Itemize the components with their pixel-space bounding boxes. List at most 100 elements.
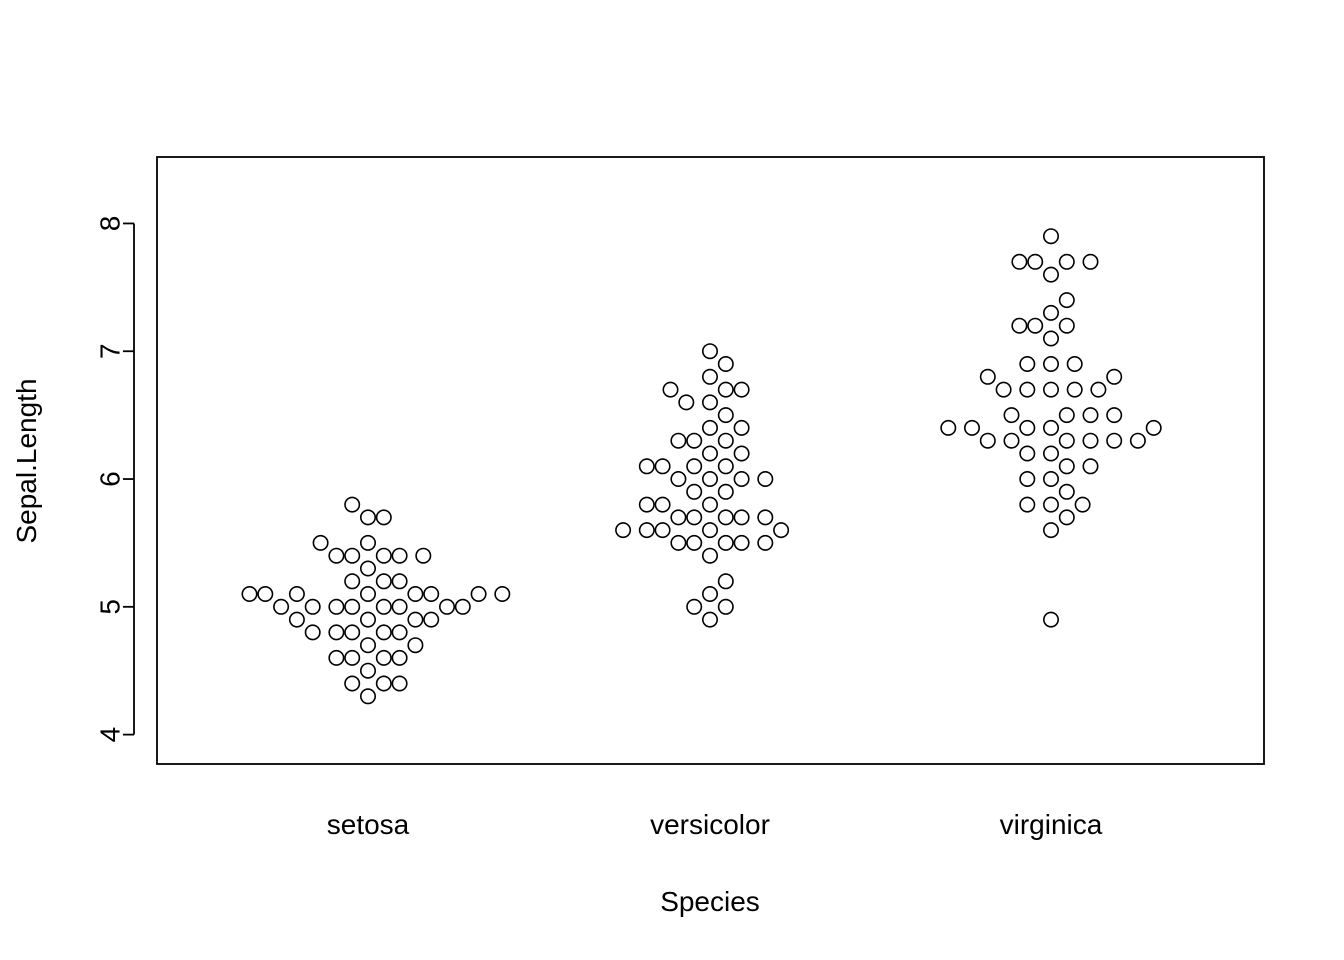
data-point-virginica — [1003, 432, 1020, 449]
data-point-virginica — [979, 368, 996, 385]
data-point-setosa — [359, 662, 376, 679]
data-point-virginica — [1043, 266, 1060, 283]
data-point-setosa — [375, 624, 392, 641]
data-point-virginica — [1043, 355, 1060, 372]
data-point-setosa — [273, 598, 290, 615]
data-point-setosa — [241, 585, 258, 602]
data-point-virginica — [995, 381, 1012, 398]
data-point-setosa — [359, 534, 376, 551]
data-point-virginica — [1043, 304, 1060, 321]
data-point-versicolor — [757, 470, 774, 487]
data-point-virginica — [1129, 432, 1146, 449]
data-point-versicolor — [670, 534, 687, 551]
data-point-virginica — [1043, 470, 1060, 487]
data-point-setosa — [454, 598, 471, 615]
data-point-versicolor — [733, 419, 750, 436]
data-point-setosa — [375, 649, 392, 666]
x-tick-label-setosa: setosa — [327, 809, 410, 840]
data-point-setosa — [344, 573, 361, 590]
data-point-setosa — [423, 585, 440, 602]
data-point-virginica — [1043, 611, 1060, 628]
data-point-virginica — [1043, 419, 1060, 436]
data-point-virginica — [1003, 407, 1020, 424]
data-point-setosa — [304, 598, 321, 615]
data-point-versicolor — [701, 445, 718, 462]
data-point-versicolor — [638, 522, 655, 539]
data-point-versicolor — [701, 585, 718, 602]
data-point-versicolor — [717, 381, 734, 398]
data-point-versicolor — [670, 470, 687, 487]
data-point-versicolor — [670, 432, 687, 449]
data-point-versicolor — [701, 419, 718, 436]
data-point-setosa — [328, 649, 345, 666]
data-point-virginica — [1043, 228, 1060, 245]
data-point-virginica — [1058, 458, 1075, 475]
data-points — [241, 228, 1162, 705]
data-point-virginica — [1019, 381, 1036, 398]
data-point-virginica — [1106, 432, 1123, 449]
data-point-versicolor — [701, 547, 718, 564]
data-point-versicolor — [717, 355, 734, 372]
y-axis: 4 5 6 7 8 — [95, 216, 135, 743]
y-tick-label: 6 — [95, 471, 126, 487]
data-point-versicolor — [717, 407, 734, 424]
y-axis-label: Sepal.Length — [11, 378, 42, 543]
data-point-setosa — [359, 509, 376, 526]
data-point-versicolor — [701, 470, 718, 487]
data-point-virginica — [1011, 253, 1028, 270]
data-point-virginica — [979, 432, 996, 449]
data-point-virginica — [1011, 317, 1028, 334]
data-point-versicolor — [686, 598, 703, 615]
data-point-setosa — [312, 534, 329, 551]
data-point-setosa — [328, 598, 345, 615]
data-point-versicolor — [638, 496, 655, 513]
data-point-virginica — [1043, 381, 1060, 398]
data-point-virginica — [1043, 330, 1060, 347]
data-point-setosa — [375, 547, 392, 564]
data-point-versicolor — [686, 458, 703, 475]
data-point-virginica — [963, 419, 980, 436]
data-point-versicolor — [733, 470, 750, 487]
data-point-virginica — [1019, 355, 1036, 372]
data-point-setosa — [304, 624, 321, 641]
data-point-versicolor — [670, 509, 687, 526]
data-point-versicolor — [638, 458, 655, 475]
data-point-virginica — [1082, 458, 1099, 475]
data-point-versicolor — [686, 534, 703, 551]
data-point-setosa — [344, 547, 361, 564]
data-point-setosa — [407, 611, 424, 628]
data-point-virginica — [1043, 522, 1060, 539]
data-point-virginica — [1066, 381, 1083, 398]
data-point-virginica — [1145, 419, 1162, 436]
data-point-versicolor — [701, 522, 718, 539]
data-point-setosa — [328, 547, 345, 564]
data-point-setosa — [344, 649, 361, 666]
data-point-setosa — [391, 675, 408, 692]
data-point-versicolor — [717, 573, 734, 590]
data-point-versicolor — [701, 343, 718, 360]
data-point-virginica — [1019, 445, 1036, 462]
data-point-virginica — [1082, 407, 1099, 424]
data-point-versicolor — [757, 509, 774, 526]
data-point-setosa — [257, 585, 274, 602]
y-tick-label: 7 — [95, 343, 126, 359]
data-point-versicolor — [686, 483, 703, 500]
data-point-versicolor — [757, 534, 774, 551]
data-point-versicolor — [717, 483, 734, 500]
data-point-virginica — [1058, 317, 1075, 334]
data-point-setosa — [438, 598, 455, 615]
data-point-setosa — [494, 585, 511, 602]
y-tick-label: 4 — [95, 727, 126, 743]
data-point-versicolor — [654, 522, 671, 539]
data-point-virginica — [1106, 368, 1123, 385]
data-point-virginica — [1043, 445, 1060, 462]
data-point-setosa — [407, 637, 424, 654]
data-point-versicolor — [717, 458, 734, 475]
data-point-versicolor — [615, 522, 632, 539]
data-point-virginica — [1058, 432, 1075, 449]
data-point-setosa — [344, 624, 361, 641]
data-point-virginica — [1043, 496, 1060, 513]
data-point-setosa — [359, 585, 376, 602]
data-point-setosa — [391, 624, 408, 641]
